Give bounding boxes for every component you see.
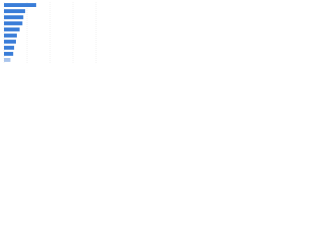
bar [4,15,24,20]
bar [4,51,14,56]
bar [4,33,17,38]
bar [4,45,15,50]
chart [3,2,97,63]
bar [4,21,23,26]
bar [4,39,16,44]
bar [4,9,26,14]
bar [4,3,37,8]
bar [4,27,20,32]
bar [4,57,11,62]
